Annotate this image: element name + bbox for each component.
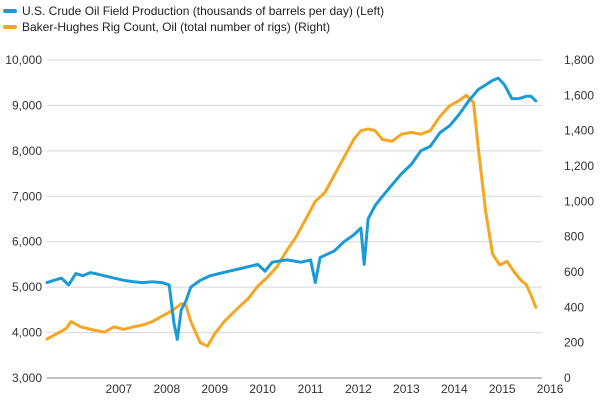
y-right-tick-label: 800 — [564, 230, 584, 244]
x-tick-label: 2010 — [249, 382, 276, 396]
x-tick-label: 2011 — [298, 382, 324, 396]
y-left-tick-label: 7,000 — [12, 189, 42, 203]
y-right-tick-label: 1,800 — [564, 53, 594, 67]
y-right-tick-label: 0 — [564, 371, 571, 385]
y-right-tick-label: 400 — [564, 300, 584, 314]
x-tick-label: 2012 — [345, 382, 372, 396]
x-tick-label: 2008 — [153, 382, 180, 396]
y-right-tick-label: 1,600 — [564, 88, 594, 102]
axis-ticks: 3,000 4,000 5,000 6,000 7,000 8,000 9,000 10,00… — [5, 53, 594, 396]
legend-swatch-rig-count — [3, 25, 17, 29]
legend-entry-rig-count: Baker-Hughes Rig Count, Oil (total numbe… — [3, 19, 384, 35]
gridlines — [47, 59, 542, 379]
y-left-tick-label: 5,000 — [12, 280, 42, 294]
x-tick-label: 2014 — [441, 382, 468, 396]
y-left-tick-label: 4,000 — [12, 326, 42, 340]
x-tick-label: 2013 — [393, 382, 420, 396]
x-tick-label: 2009 — [201, 382, 228, 396]
y-right-tick-label: 1,000 — [564, 194, 594, 208]
y-left-tick-label: 3,000 — [12, 371, 42, 385]
y-right-tick-label: 200 — [564, 336, 584, 350]
y-right-tick-label: 1,200 — [564, 159, 594, 173]
legend-entry-production: U.S. Crude Oil Field Production (thousan… — [3, 3, 384, 19]
x-tick-label: 2007 — [106, 382, 133, 396]
y-right-tick-label: 1,400 — [564, 124, 594, 138]
y-left-tick-label: 9,000 — [12, 98, 42, 112]
legend-swatch-production — [3, 9, 17, 13]
x-tick-label: 2016 — [537, 382, 564, 396]
y-right-tick-label: 600 — [564, 265, 584, 279]
legend-label-rig-count: Baker-Hughes Rig Count, Oil (total numbe… — [22, 20, 331, 34]
y-left-tick-label: 10,000 — [5, 53, 42, 67]
legend-label-production: U.S. Crude Oil Field Production (thousan… — [22, 4, 385, 18]
y-left-tick-label: 8,000 — [12, 144, 42, 158]
y-left-tick-label: 6,000 — [12, 235, 42, 249]
series-line-rig-count — [45, 93, 538, 348]
series-line-production — [45, 76, 538, 341]
series-layer — [45, 76, 538, 348]
legend: U.S. Crude Oil Field Production (thousan… — [3, 3, 384, 35]
x-tick-label: 2015 — [489, 382, 516, 396]
